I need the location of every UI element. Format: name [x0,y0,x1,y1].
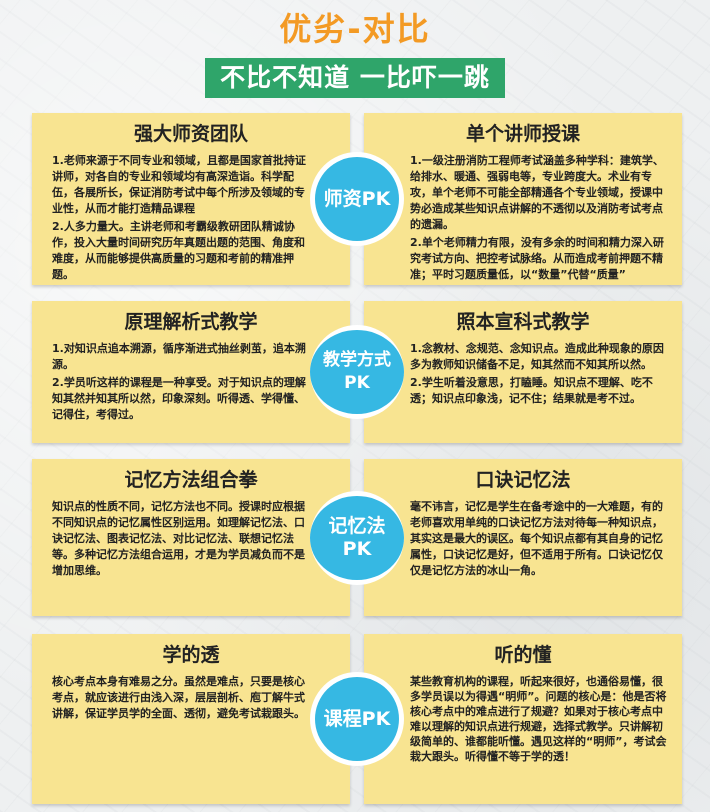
panel-title: 照本宣科式教学 [456,311,590,333]
panel-title: 口诀记忆法 [475,469,571,491]
panel-body: 1.一级注册消防工程师考试涵盖多种学科：建筑学、给排水、暖通、强弱电等，专业跨度… [410,153,670,285]
panel-body: 毫不讳言，记忆是学生在备考途中的一大难题，有的老师喜欢用单纯的口诀记忆方法对待每… [410,499,670,581]
panel-paragraph: 2.学生听着没意思，打瞌睡。知识点不理解、吃不透；知识点印象浅，记不住；结果就是… [410,376,653,405]
disadvantage-panel: 照本宣科式教学 1.念教材、念规范、念知识点。造成此种现象的原因多为教师知识储备… [364,301,682,443]
pk-badge-label: 教学方式PK [310,330,404,414]
subtitle-banner: 不比不知道 一比吓一跳 [205,58,505,98]
pk-badge: 课程PK [310,672,404,766]
panel-paragraph: 某些教育机构的课程，听起来很好，也通俗易懂，很多学员误以为得遇“明师”。问题的核… [410,675,667,763]
panel-paragraph: 知识点的性质不同，记忆方法也不同。授课时应根据不同知识点的记忆属性区别运用。如理… [52,500,305,577]
comparison-section-teaching: 原理解析式教学 1.对知识点追本溯源，循序渐进式抽丝剥茧，追本溯源。 2.学员听… [32,301,682,443]
pk-badge: 师资PK [310,152,404,246]
panel-paragraph: 1.老师来源于不同专业和领域，且都是国家首批持证讲师，对各自的专业和领域均有高深… [52,154,306,215]
pk-badge-label: 课程PK [315,677,399,761]
panel-paragraph: 毫不讳言，记忆是学生在备考途中的一大难题，有的老师喜欢用单纯的口诀记忆方法对待每… [410,500,663,577]
pk-badge: 记忆法PK [310,490,404,585]
panel-body: 某些教育机构的课程，听起来很好，也通俗易懂，很多学员误以为得遇“明师”。问题的核… [410,674,670,766]
advantage-panel: 学的透 核心考点本身有难易之分。虽然是难点，只要是核心考点，就应该进行由浅入深，… [32,634,350,804]
pk-badge-label: 记忆法PK [310,495,404,580]
comparison-section-faculty: 强大师资团队 1.老师来源于不同专业和领域，且都是国家首批持证讲师，对各自的专业… [32,113,682,285]
panel-body: 知识点的性质不同，记忆方法也不同。授课时应根据不同知识点的记忆属性区别运用。如理… [52,499,310,581]
panel-title: 单个讲师授课 [465,123,580,145]
panel-body: 核心考点本身有难易之分。虽然是难点，只要是核心考点，就应该进行由浅入深，层层剖析… [52,674,310,724]
disadvantage-panel: 单个讲师授课 1.一级注册消防工程师考试涵盖多种学科：建筑学、给排水、暖通、强弱… [364,113,682,285]
panel-body: 1.对知识点追本溯源，循序渐进式抽丝剥茧，追本溯源。 2.学员听这样的课程是一种… [52,341,310,425]
panel-title: 强大师资团队 [133,123,248,145]
comparison-section-course: 学的透 核心考点本身有难易之分。虽然是难点，只要是核心考点，就应该进行由浅入深，… [32,634,682,804]
panel-paragraph: 2.学员听这样的课程是一种享受。对于知识点的理解知其然并知其所以然，印象深刻。听… [52,376,306,421]
pk-badge-label: 师资PK [315,157,399,241]
panel-paragraph: 2.人多力量大。主讲老师和考霸级教研团队精诚协作，投入大量时间研究历年真题出题的… [52,220,305,281]
disadvantage-panel: 口诀记忆法 毫不讳言，记忆是学生在备考途中的一大难题，有的老师喜欢用单纯的口诀记… [364,459,682,616]
panel-body: 1.老师来源于不同专业和领域，且都是国家首批持证讲师，对各自的专业和领域均有高深… [52,153,310,285]
panel-title: 听的懂 [494,644,552,666]
pk-badge: 教学方式PK [310,325,404,419]
panel-paragraph: 1.对知识点追本溯源，循序渐进式抽丝剥茧，追本溯源。 [52,342,306,371]
advantage-panel: 原理解析式教学 1.对知识点追本溯源，循序渐进式抽丝剥茧，追本溯源。 2.学员听… [32,301,350,443]
panel-paragraph: 1.一级注册消防工程师考试涵盖多种学科：建筑学、给排水、暖通、强弱电等，专业跨度… [410,154,664,231]
panel-paragraph: 核心考点本身有难易之分。虽然是难点，只要是核心考点，就应该进行由浅入深，层层剖析… [52,675,305,720]
advantage-panel: 记忆方法组合拳 知识点的性质不同，记忆方法也不同。授课时应根据不同知识点的记忆属… [32,459,350,616]
disadvantage-panel: 听的懂 某些教育机构的课程，听起来很好，也通俗易懂，很多学员误以为得遇“明师”。… [364,634,682,804]
panel-title: 记忆方法组合拳 [124,469,258,491]
page-title: 优劣-对比 [279,10,431,48]
panel-title: 学的透 [162,644,220,666]
advantage-panel: 强大师资团队 1.老师来源于不同专业和领域，且都是国家首批持证讲师，对各自的专业… [32,113,350,285]
panel-paragraph: 2.单个老师精力有限，没有多余的时间和精力深入研究考试方向、把控考试脉络。从而造… [410,236,664,281]
comparison-section-memory: 记忆方法组合拳 知识点的性质不同，记忆方法也不同。授课时应根据不同知识点的记忆属… [32,459,682,616]
panel-paragraph: 1.念教材、念规范、念知识点。造成此种现象的原因多为教师知识储备不足，知其然而不… [410,342,664,371]
panel-title: 原理解析式教学 [124,311,258,333]
panel-body: 1.念教材、念规范、念知识点。造成此种现象的原因多为教师知识储备不足，知其然而不… [410,341,670,409]
